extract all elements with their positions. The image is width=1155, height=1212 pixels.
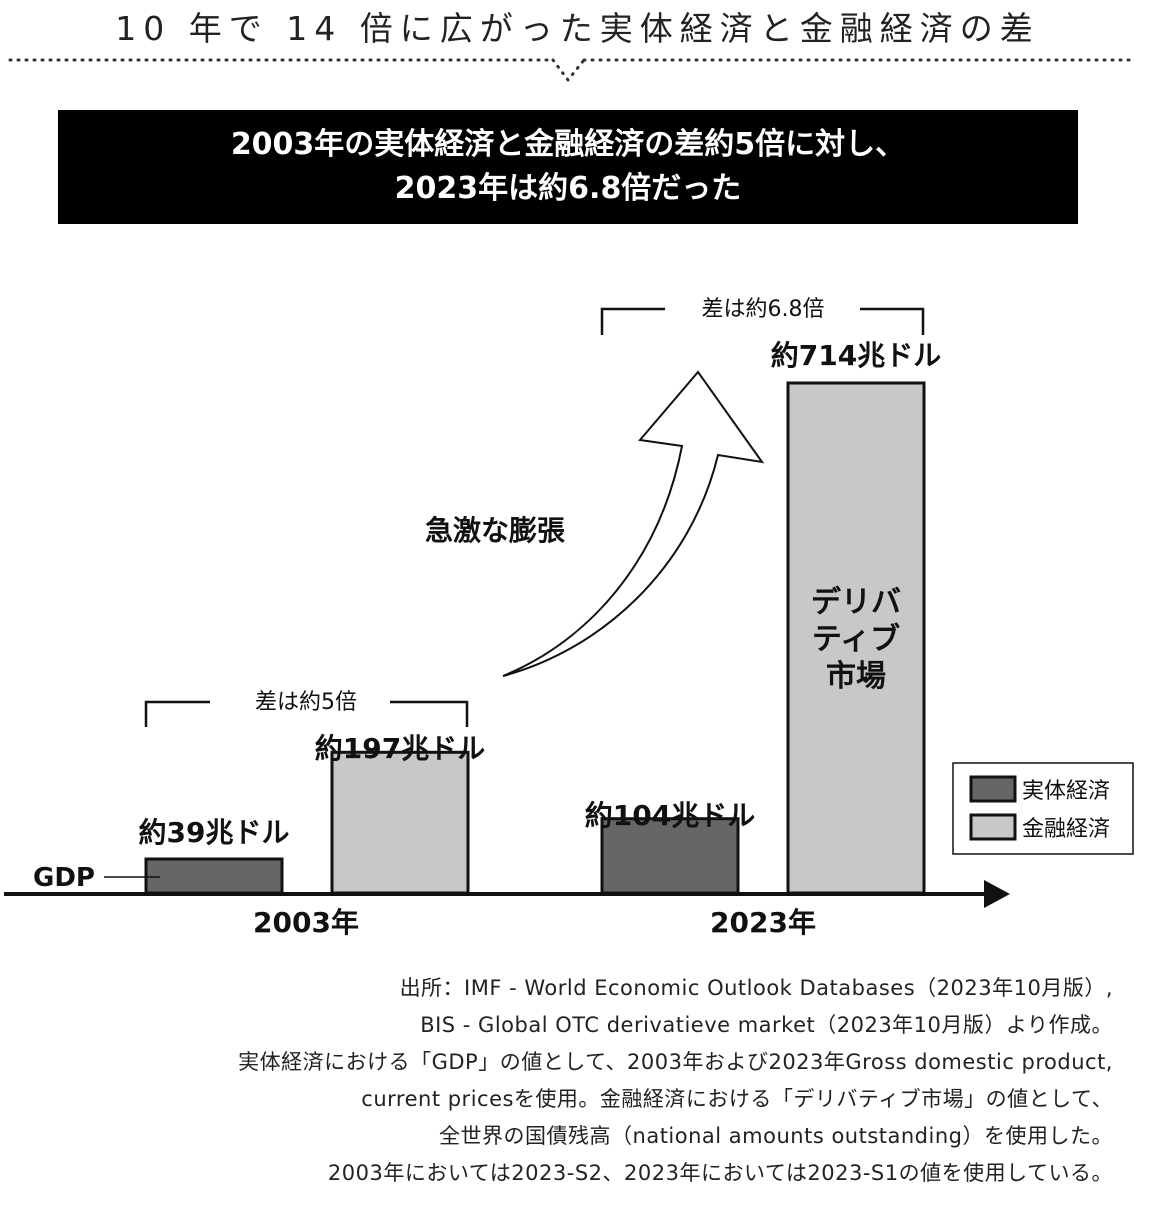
bar-real-economy-2023 bbox=[600, 817, 740, 895]
expansion-arrow bbox=[502, 370, 765, 677]
x-tick-label-2003: 2003年 bbox=[253, 906, 359, 939]
bar-financial-economy-2003 bbox=[330, 750, 470, 895]
gdp-label: GDP bbox=[33, 863, 95, 893]
banner-line-2: 2023年は約6.8倍だった bbox=[394, 171, 742, 206]
source-notes: 出所：IMF - World Economic Outlook Database… bbox=[13, 970, 1113, 1192]
x-axis-arrowhead bbox=[984, 880, 1010, 908]
derivative-label-line-3: 市場 bbox=[826, 659, 886, 694]
gap-bracket-2003 bbox=[144, 700, 469, 727]
value-label-gdp-2023: 約104兆ドル bbox=[585, 799, 755, 832]
arrow-label: 急激な膨張 bbox=[425, 514, 565, 547]
source-line: 2003年においては2023-S2、2023年においては2023-S1の値を使用… bbox=[327, 1161, 1113, 1185]
banner-line-1: 2003年の実体経済と金融経済の差約5倍に対し、 bbox=[230, 127, 906, 162]
title-divider bbox=[8, 58, 1132, 83]
bar-real-economy-2003 bbox=[144, 857, 284, 895]
source-line: 全世界の国債残高（national amounts outstanding）を使… bbox=[439, 1124, 1113, 1148]
bar-chart: 差は約5倍 差は約6.8倍 急激な膨張 約39兆ドル 約197兆ドル 約104兆… bbox=[4, 297, 1134, 939]
value-label-fin-2003: 約197兆ドル bbox=[315, 732, 485, 765]
gap-bracket-2023 bbox=[600, 307, 925, 335]
legend-label-real-economy: 実体経済 bbox=[1022, 779, 1110, 804]
page-title: 10 年で 14 倍に広がった実体経済と金融経済の差 bbox=[115, 9, 1040, 48]
source-line: BIS - Global OTC derivatieve market（2023… bbox=[420, 1013, 1113, 1037]
source-line: current pricesを使用。金融経済における「デリバティブ市場」の値とし… bbox=[361, 1087, 1113, 1111]
headline-banner: 2003年の実体経済と金融経済の差約5倍に対し、 2023年は約6.8倍だった bbox=[58, 110, 1078, 224]
value-label-fin-2023: 約714兆ドル bbox=[771, 339, 941, 372]
x-tick-label-2023: 2023年 bbox=[710, 906, 816, 939]
bar-financial-economy-2023 bbox=[786, 381, 926, 895]
gap-label-2023: 差は約6.8倍 bbox=[702, 297, 825, 322]
legend-swatch-financial-economy bbox=[969, 813, 1017, 841]
legend-label-financial-economy: 金融経済 bbox=[1022, 817, 1110, 842]
gap-label-2003: 差は約5倍 bbox=[255, 690, 357, 715]
source-line: 実体経済における「GDP」の値として、2003年および2023年Gross do… bbox=[238, 1050, 1113, 1074]
derivative-label-line-2: ティブ bbox=[812, 622, 900, 657]
value-label-gdp-2003: 約39兆ドル bbox=[139, 816, 290, 849]
legend-swatch-real-economy bbox=[969, 775, 1017, 803]
derivative-label-line-1: デリバ bbox=[811, 585, 901, 620]
source-line: 出所：IMF - World Economic Outlook Database… bbox=[399, 976, 1113, 1000]
